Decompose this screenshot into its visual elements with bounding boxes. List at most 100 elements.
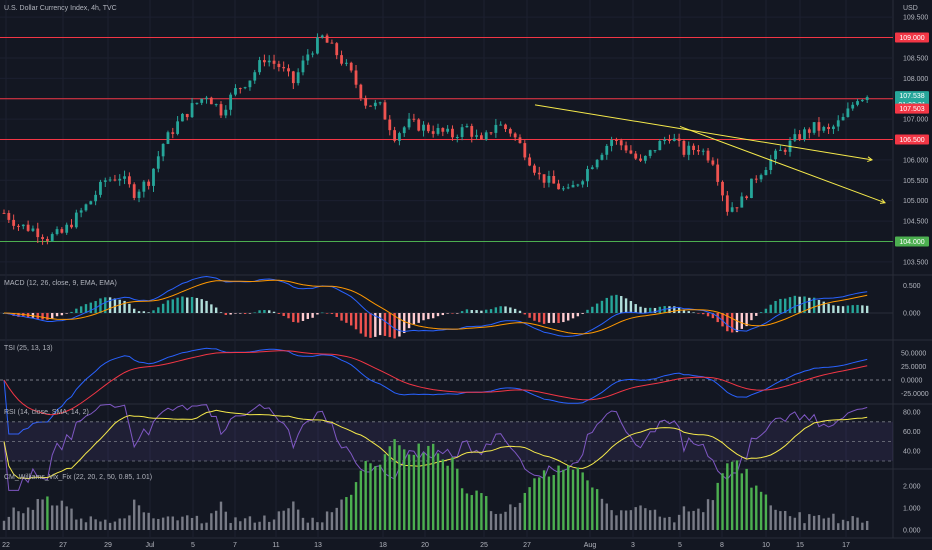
currency-label: USD — [903, 5, 918, 12]
wvf-bar — [243, 518, 247, 530]
rsi-title[interactable]: RSI (14, close, SMA, 14, 2) — [4, 409, 89, 416]
wvf-bar — [26, 507, 30, 530]
wvf-bar — [60, 500, 64, 530]
candle-body — [161, 143, 165, 157]
wvf-bar — [571, 469, 575, 530]
macd-histogram-bar — [79, 306, 83, 313]
candle-body — [127, 176, 131, 185]
candle-body — [513, 133, 517, 138]
wvf-bar — [677, 514, 681, 530]
candle-body — [759, 175, 763, 180]
wvf-bar — [436, 453, 440, 530]
candle-body — [103, 180, 107, 182]
macd-histogram-bar — [706, 313, 710, 317]
candle-body — [176, 121, 179, 134]
macd-histogram-bar — [716, 313, 719, 323]
macd-histogram-bar — [745, 313, 748, 327]
tsi-pane — [0, 347, 893, 435]
macd-histogram-bar — [624, 298, 628, 313]
wvf-bar — [161, 517, 165, 530]
candle-body — [123, 176, 126, 179]
candle-body — [373, 102, 377, 107]
wvf-bar — [533, 478, 536, 530]
candle-body — [21, 224, 25, 227]
candle-body — [827, 127, 830, 130]
candle-body — [316, 37, 319, 54]
wvf-bar — [36, 499, 39, 530]
time-label-1: 27 — [59, 542, 67, 549]
macd-histogram-bar — [620, 296, 623, 313]
macd-histogram-bar — [277, 313, 281, 314]
wvf-bar — [383, 454, 387, 530]
level-tag-3 — [895, 236, 929, 247]
ma-tag — [895, 103, 929, 114]
wvf-bar — [865, 520, 869, 530]
price-tick-8: 105.500 — [903, 178, 928, 185]
macd-histogram-bar — [591, 306, 594, 313]
macd-histogram-bar — [832, 305, 835, 313]
macd-histogram-bar — [412, 313, 416, 325]
wvf-bar — [745, 468, 748, 530]
time-label-5: 7 — [233, 542, 237, 549]
candle-body — [74, 212, 78, 228]
macd-histogram-bar — [46, 313, 49, 320]
wvf-bar — [591, 487, 594, 530]
candle-body — [682, 140, 686, 155]
macd-histogram-bar — [769, 304, 772, 313]
macd-histogram-bar — [403, 313, 406, 334]
macd-histogram-bar — [629, 301, 633, 313]
candle-body — [344, 62, 348, 64]
wvf-bar — [79, 518, 83, 530]
candle-body — [547, 175, 551, 183]
macd-histogram-bar — [94, 301, 97, 313]
macd-histogram-bar — [764, 308, 768, 313]
macd-histogram-bar — [441, 313, 445, 316]
macd-histogram-bar — [499, 306, 502, 313]
macd-histogram-bar — [812, 297, 816, 313]
wvf-bar — [263, 515, 266, 530]
candle-body — [610, 139, 613, 146]
wvf-bar — [504, 511, 507, 530]
wvf-bar — [340, 499, 343, 530]
macd-histogram-bar — [176, 297, 179, 313]
wvf-bar — [480, 493, 483, 530]
macd-histogram-bar — [610, 295, 613, 313]
macd-histogram-bar — [166, 300, 170, 313]
wvf-bar — [523, 492, 526, 530]
candle-body — [494, 124, 498, 133]
candle-body — [147, 181, 151, 186]
wvf-bar — [494, 513, 498, 530]
wvf-bar — [171, 516, 174, 530]
wvf-title[interactable]: CM_Williams_Vix_Fix (22, 20, 2, 50, 0.85… — [4, 474, 153, 481]
wvf-bar — [128, 515, 131, 530]
macd-histogram-bar — [272, 311, 276, 313]
time-label-17: 15 — [796, 542, 804, 549]
candle-body — [238, 88, 242, 90]
price-tick-9: 105.000 — [903, 198, 928, 205]
macd-histogram-bar — [465, 309, 469, 313]
candle-body — [36, 228, 40, 238]
candle-body — [793, 134, 797, 141]
candle-body — [774, 150, 777, 160]
macd-histogram-bar — [827, 303, 830, 313]
candle-body — [219, 104, 223, 116]
candle-body — [354, 70, 358, 85]
macd-histogram-bar — [65, 313, 68, 314]
candle-body — [552, 175, 556, 184]
macd-histogram-bar — [354, 313, 358, 330]
macd-histogram-bar — [784, 298, 787, 313]
candle-body — [692, 145, 695, 150]
macd-histogram-bar — [104, 297, 107, 313]
wvf-bar — [407, 454, 411, 530]
ma-tag-value: 107.503 — [899, 106, 924, 113]
candle-body — [26, 224, 30, 231]
candle-body — [267, 60, 271, 63]
wvf-bar — [229, 522, 232, 530]
macd-title[interactable]: MACD (12, 26, close, 9, EMA, EMA) — [4, 280, 117, 287]
time-label-14: 5 — [678, 542, 682, 549]
macd-histogram-bar — [475, 310, 478, 313]
candle-body — [735, 207, 739, 209]
candle-body — [740, 196, 744, 208]
tsi-title[interactable]: TSI (25, 13, 13) — [4, 345, 53, 352]
